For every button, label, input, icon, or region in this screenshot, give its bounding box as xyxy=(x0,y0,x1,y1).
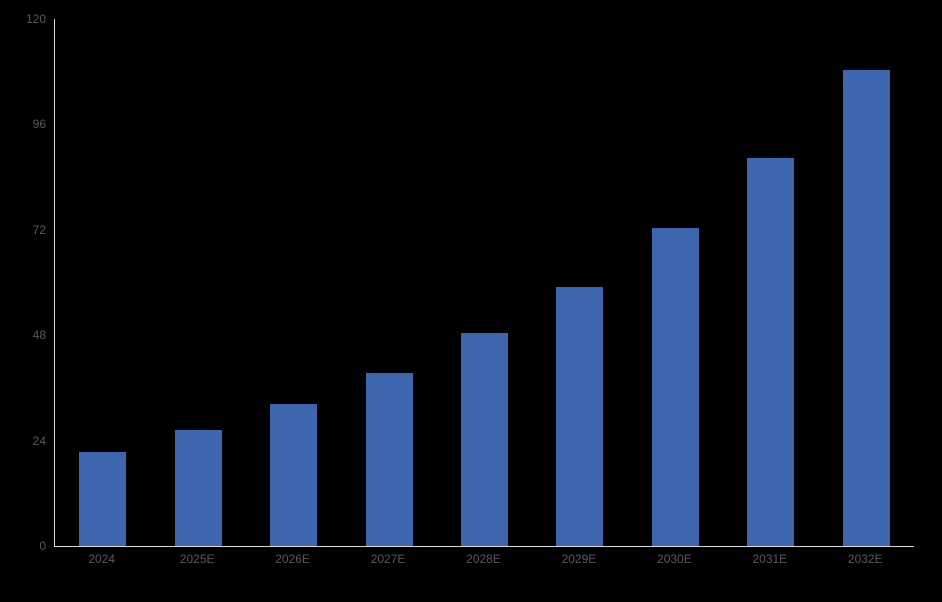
x-tick-label: 2026E xyxy=(275,552,310,566)
bar-2027E xyxy=(365,373,413,546)
y-tick-label: 24 xyxy=(32,433,46,448)
x-tick-label: 2024 xyxy=(88,552,116,566)
y-tick-label: 96 xyxy=(32,117,46,132)
bar-2024 xyxy=(79,452,127,546)
bar-2032E xyxy=(842,70,890,546)
y-tick-label: 72 xyxy=(32,222,46,237)
bar-2025E xyxy=(174,430,222,546)
x-tick-label: 2028E xyxy=(466,552,501,566)
x-tick-label: 2027E xyxy=(370,552,406,566)
bar-2026E xyxy=(270,404,318,546)
y-tick-label: 48 xyxy=(32,328,46,343)
bar-2028E xyxy=(461,333,508,546)
plot-area xyxy=(54,19,914,547)
x-tick-label: 2025E xyxy=(179,552,215,566)
x-tick-label: 2032E xyxy=(847,552,883,566)
x-tick-label: 2031E xyxy=(752,552,788,566)
x-tick-label: 2029E xyxy=(561,552,597,566)
bar-2029E xyxy=(556,287,604,546)
y-tick-label: 120 xyxy=(25,12,46,26)
bar-2030E xyxy=(651,228,699,546)
y-tick-label: 0 xyxy=(39,539,46,553)
bar-2031E xyxy=(747,158,795,546)
x-tick-label: 2030E xyxy=(657,552,692,566)
